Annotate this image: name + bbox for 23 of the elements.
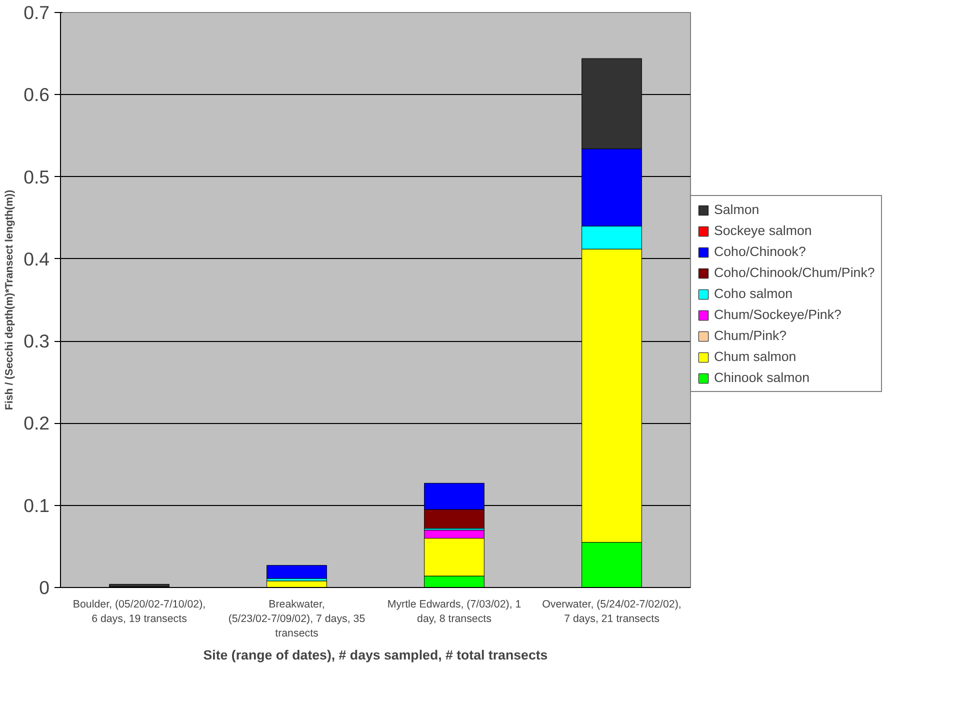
legend-label: Coho/Chinook?: [714, 244, 806, 259]
legend-label: Coho salmon: [714, 286, 793, 301]
y-tick-label: 0.4: [24, 248, 50, 270]
y-tick-label: 0.7: [24, 2, 50, 23]
legend-label: Coho/Chinook/Chum/Pink?: [714, 265, 875, 280]
y-tick-label: 0.1: [24, 494, 50, 516]
x-axis-title: Site (range of dates), # days sampled, # total transects: [203, 647, 548, 662]
legend-label: Salmon: [714, 202, 760, 217]
y-tick-label: 0.5: [24, 166, 50, 188]
legend-label: Chum/Sockeye/Pink?: [714, 307, 842, 322]
legend-label: Chum salmon: [714, 349, 796, 364]
y-tick-label: 0.2: [24, 412, 50, 434]
x-tick-label: Boulder, (05/20/02-7/10/02), 6 days, 19 transects: [72, 598, 206, 625]
x-tick-label: Breakwater, (5/23/02-7/09/02), 7 days, 35 transects: [228, 598, 366, 640]
legend-label: Chum/Pink?: [714, 328, 787, 343]
x-tick-label: Myrtle Edwards, (7/03/02), 1 day, 8 transects: [387, 598, 522, 625]
y-tick-label: 0.6: [24, 84, 50, 106]
legend-label: Chinook salmon: [714, 370, 810, 385]
y-tick-label: 0: [39, 577, 50, 598]
x-tick-label: Overwater, (5/24/02-7/02/02), 7 days, 21 transects: [542, 598, 682, 625]
y-axis-title: Fish / (Secchi depth(m)*Transect length(m)): [4, 189, 16, 410]
y-tick-label: 0.3: [24, 330, 50, 352]
legend-label: Sockeye salmon: [714, 223, 812, 238]
